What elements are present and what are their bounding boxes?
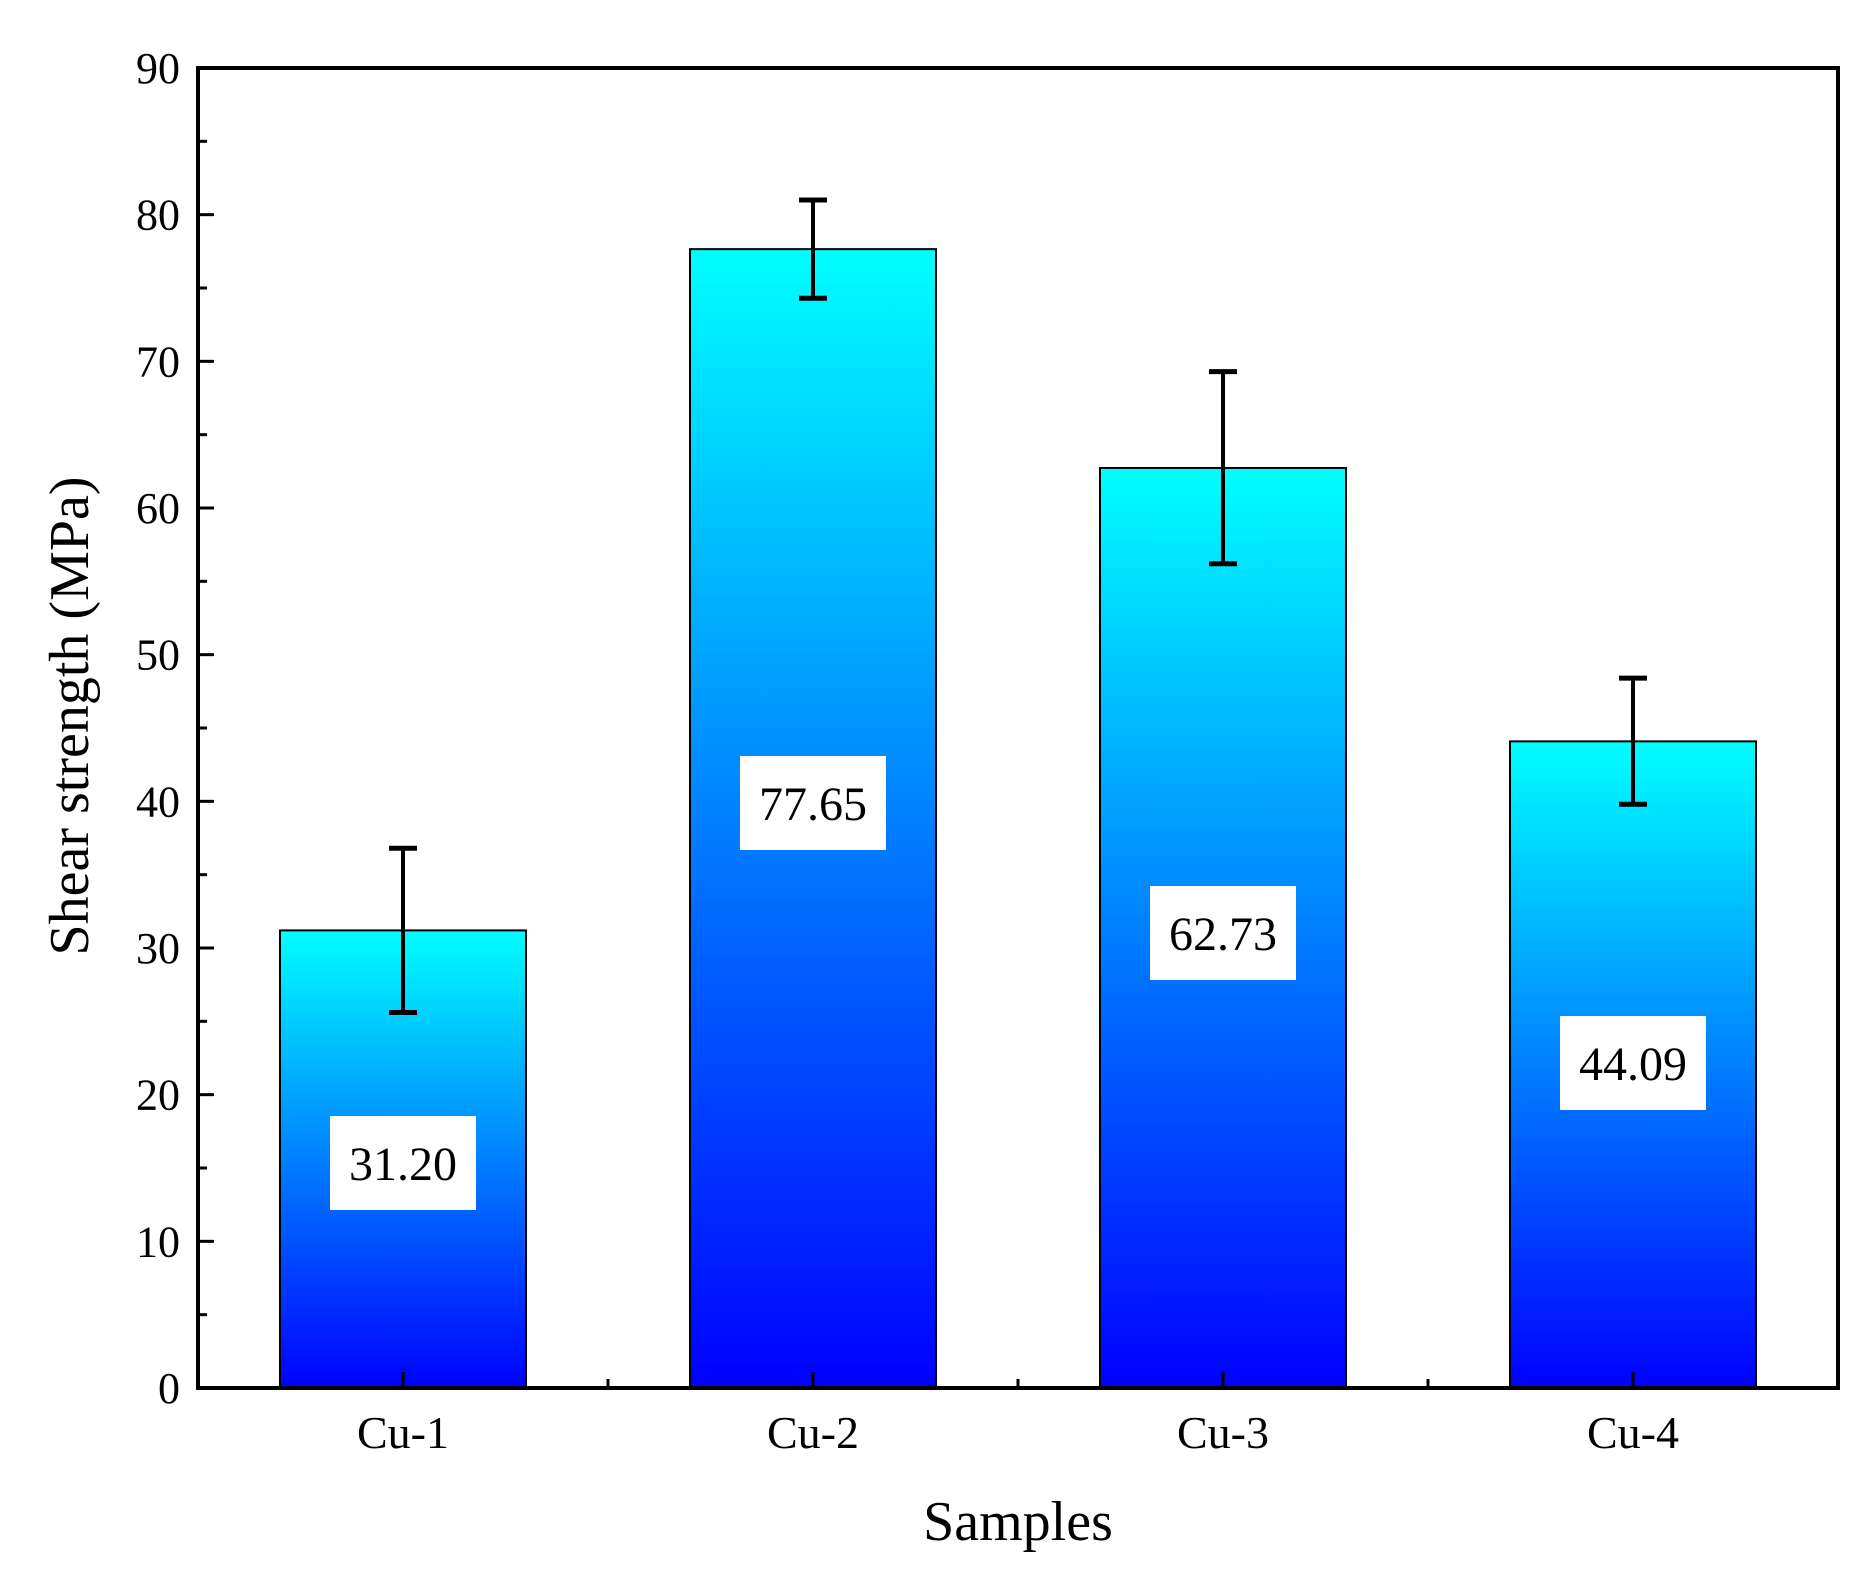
data-label-cu-2: 77.65	[759, 778, 867, 831]
data-label-cu-4: 44.09	[1579, 1038, 1687, 1091]
y-tick-label: 40	[136, 777, 180, 826]
y-tick-label: 30	[136, 924, 180, 973]
data-label-box	[1150, 886, 1296, 980]
data-label-box	[330, 1116, 476, 1210]
y-tick-label: 60	[136, 484, 180, 533]
x-axis-title: Samples	[923, 1491, 1113, 1553]
y-tick-label: 80	[136, 191, 180, 240]
data-label-cu-3: 62.73	[1169, 908, 1277, 961]
y-tick-label: 20	[136, 1071, 180, 1120]
y-tick-label: 0	[158, 1364, 180, 1413]
bars-layer	[279, 248, 1757, 1390]
y-axis-title: Shear strength (MPa)	[39, 476, 101, 955]
data-label-box	[740, 756, 886, 850]
x-tick-label-cu-2: Cu-2	[767, 1407, 859, 1458]
y-axis: 0 10 20 30 40 50 60 70 80 90	[136, 44, 214, 1413]
x-axis: Cu-1 Cu-2 Cu-3 Cu-4	[357, 1372, 1679, 1458]
error-bars-layer	[389, 197, 1647, 1016]
y-tick-label: 90	[136, 44, 180, 93]
data-label-cu-1: 31.20	[349, 1138, 457, 1191]
y-tick-label: 70	[136, 337, 180, 386]
y-tick-label: 50	[136, 631, 180, 680]
data-label-box	[1560, 1016, 1706, 1110]
data-labels-layer: 31.20 77.65 62.73 44.09	[330, 756, 1706, 1210]
x-tick-label-cu-1: Cu-1	[357, 1407, 449, 1458]
y-tick-label: 10	[136, 1217, 180, 1266]
x-tick-label-cu-3: Cu-3	[1177, 1407, 1269, 1458]
x-tick-label-cu-4: Cu-4	[1587, 1407, 1679, 1458]
